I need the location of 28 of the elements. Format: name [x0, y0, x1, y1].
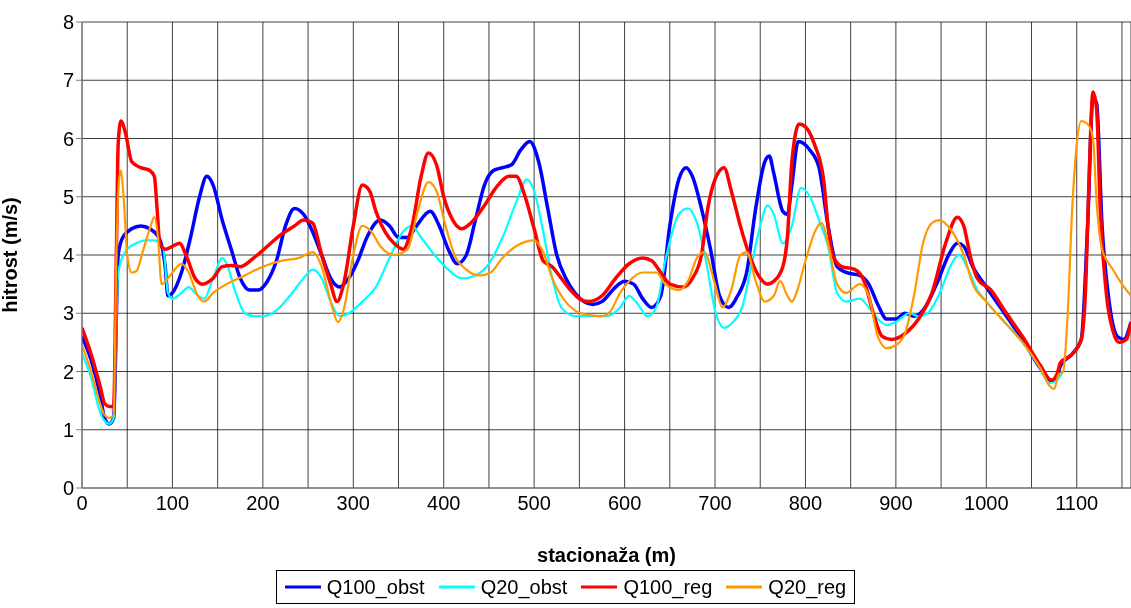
x-tick-label: 800 — [788, 492, 823, 515]
x-tick-label: 600 — [607, 492, 642, 515]
x-tick-label: 700 — [698, 492, 732, 515]
x-tick-label: 1000 — [964, 492, 1009, 515]
x-tick-label: 100 — [155, 492, 190, 515]
line-series — [82, 178, 1065, 426]
x-tick-label: 300 — [336, 492, 370, 515]
x-axis-title: stacionaža (m) — [537, 544, 676, 566]
y-tick-label: 7 — [62, 69, 74, 92]
legend-label: Q20_obst — [480, 575, 568, 599]
y-tick-label: 8 — [62, 11, 74, 34]
legend-label: Q20_reg — [768, 575, 847, 599]
x-tick-label: 0 — [76, 492, 88, 515]
x-tick-label: 200 — [246, 492, 280, 515]
x-tick-label: 1100 — [1055, 492, 1099, 515]
y-tick-label: 0 — [62, 477, 74, 500]
y-tick-label: 4 — [62, 244, 74, 267]
y-tick-label: 3 — [62, 302, 74, 325]
y-tick-label: 2 — [62, 360, 74, 383]
legend-label: Q100_reg — [623, 575, 713, 599]
y-tick-label: 5 — [62, 185, 74, 208]
y-tick-label: 1 — [62, 418, 74, 441]
x-tick-label: 900 — [879, 492, 913, 515]
x-tick-label: 500 — [517, 492, 551, 515]
y-tick-label: 6 — [62, 127, 74, 150]
y-axis-title: hitrost (m/s) — [0, 197, 22, 313]
x-tick-label: 400 — [427, 492, 461, 515]
legend-label: Q100_obst — [326, 575, 425, 599]
